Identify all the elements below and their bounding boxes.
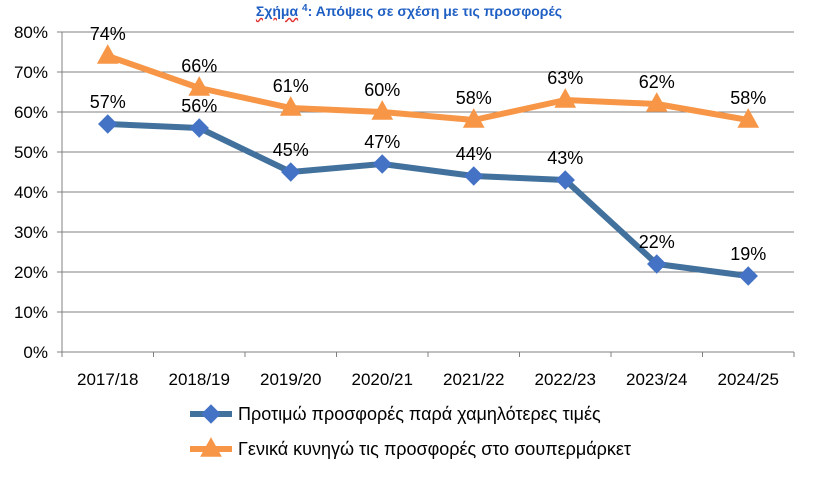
legend-label-1: Προτιμώ προσφορές παρά χαμηλότερες τιμές	[238, 404, 601, 424]
data-point-2	[188, 76, 211, 96]
y-tick-label: 0%	[23, 343, 48, 362]
data-point-2	[279, 96, 302, 116]
title-number: 4	[302, 3, 308, 14]
data-label-2: 58%	[456, 88, 492, 108]
series-line-2	[104, 53, 752, 123]
data-label-1: 56%	[181, 96, 217, 116]
data-point-1	[647, 254, 667, 274]
legend-label-2: Γενικά κυνηγώ τις προσφορές στο σουπερμά…	[238, 439, 631, 459]
data-label-1: 19%	[730, 244, 766, 264]
data-label-2: 74%	[90, 24, 126, 44]
data-point-1	[738, 266, 758, 286]
title-text: : Απόψεις σε σχέση με τις προσφορές	[307, 3, 563, 19]
data-point-1	[555, 170, 575, 190]
data-label-2: 60%	[364, 80, 400, 100]
x-tick-label: 2020/21	[352, 370, 413, 389]
chart-title: Σχήμα 4: Απόψεις σε σχέση με τις προσφορ…	[0, 0, 818, 20]
data-point-1	[464, 166, 484, 186]
data-point-1	[98, 114, 118, 134]
data-label-1: 44%	[456, 144, 492, 164]
x-tick-label: 2019/20	[260, 370, 321, 389]
y-tick-label: 60%	[14, 103, 48, 122]
data-point-2	[371, 100, 394, 120]
data-point-2	[645, 92, 668, 112]
series-layer	[96, 44, 760, 286]
y-tick-label: 20%	[14, 263, 48, 282]
data-label-1: 22%	[639, 232, 675, 252]
y-tick-label: 80%	[14, 23, 48, 42]
x-tick-label: 2022/23	[535, 370, 596, 389]
legend-marker-2	[200, 437, 222, 457]
data-label-2: 66%	[181, 56, 217, 76]
data-point-2	[554, 88, 577, 108]
data-label-2: 62%	[639, 72, 675, 92]
x-tick-label: 2018/19	[169, 370, 230, 389]
data-label-2: 61%	[273, 76, 309, 96]
x-tick-label: 2024/25	[718, 370, 779, 389]
y-tick-label: 10%	[14, 303, 48, 322]
axes: 0% 10% 20% 30% 40% 50% 60% 70% 80% 2017/18 2018/19…	[14, 23, 795, 389]
data-labels: 57% 56% 45% 47% 44% 43% 22% 19% 74% 66% 61% 60% 58% 6…	[90, 24, 767, 264]
data-point-2	[96, 44, 119, 64]
title-prefix: Σχήμα	[255, 3, 299, 19]
legend: Προτιμώ προσφορές παρά χαμηλότερες τιμές…	[190, 404, 631, 459]
gridlines	[62, 31, 794, 313]
y-tick-label: 40%	[14, 183, 48, 202]
data-label-2: 63%	[547, 68, 583, 88]
x-tick-label: 2017/18	[77, 370, 138, 389]
data-label-2: 58%	[730, 88, 766, 108]
data-point-2	[737, 108, 760, 128]
x-tick-label: 2023/24	[626, 370, 687, 389]
y-tick-label: 70%	[14, 63, 48, 82]
series-line-1	[104, 121, 752, 279]
data-label-1: 57%	[90, 92, 126, 112]
data-label-1: 45%	[273, 140, 309, 160]
data-label-1: 43%	[547, 148, 583, 168]
x-tick-label: 2021/22	[443, 370, 504, 389]
legend-marker-1	[201, 404, 221, 424]
y-tick-label: 50%	[14, 143, 48, 162]
y-tick-label: 30%	[14, 223, 48, 242]
data-point-1	[372, 154, 392, 174]
data-point-1	[281, 162, 301, 182]
data-point-2	[462, 108, 485, 128]
data-label-1: 47%	[364, 132, 400, 152]
data-point-1	[189, 118, 209, 138]
